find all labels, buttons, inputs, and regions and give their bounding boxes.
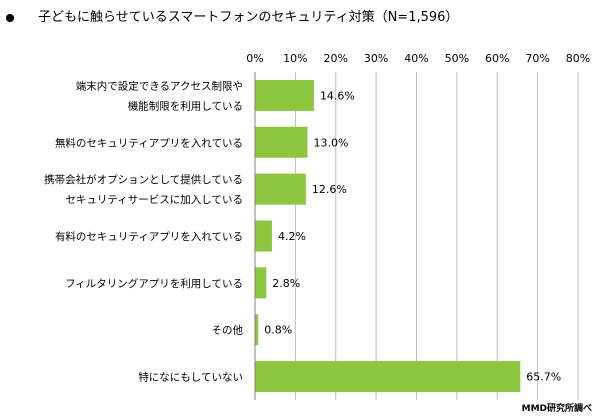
bar — [255, 314, 259, 346]
data-label: 4.2% — [278, 230, 306, 243]
page-title: 子どもに触らせているスマートフォンのセキュリティ対策（N=1,596） — [6, 6, 458, 25]
x-tick-label: 10% — [283, 52, 307, 65]
data-label: 2.8% — [272, 277, 300, 290]
category-label: 無料のセキュリティアプリを入れている — [55, 136, 243, 149]
source-credit: MMD研究所調べ — [521, 404, 592, 414]
x-tick-label: 50% — [445, 52, 469, 65]
category-label: その他 — [212, 324, 244, 337]
bullet-icon — [6, 13, 14, 22]
x-tick-label: 70% — [525, 52, 549, 65]
x-tick-label: 80% — [566, 52, 590, 65]
category-label: 有料のセキュリティアプリを入れている — [55, 230, 243, 243]
data-label: 65.7% — [526, 371, 561, 384]
data-label: 0.8% — [264, 324, 292, 337]
category-label: 特になにもしていない — [138, 372, 243, 384]
bar — [255, 267, 267, 299]
x-tick-label: 40% — [404, 52, 428, 65]
category-label: フィルタリングアプリを利用している — [65, 277, 243, 290]
x-tick-label: 60% — [485, 52, 509, 65]
category-label: 機能制限を利用している — [128, 99, 243, 112]
data-label: 14.6% — [320, 89, 355, 102]
data-label: 12.6% — [312, 183, 347, 196]
bar — [255, 126, 308, 158]
x-tick-label: 20% — [324, 52, 348, 65]
bar — [255, 79, 314, 111]
bar — [255, 361, 521, 393]
data-label: 13.0% — [313, 136, 348, 149]
x-tick-label: 0% — [246, 52, 263, 65]
bar — [255, 173, 306, 205]
category-label: 端末内で設定できるアクセス制限や — [76, 79, 243, 92]
category-label: 携帯会社がオプションとして提供している — [44, 173, 243, 186]
title-text: 子どもに触らせているスマートフォンのセキュリティ対策（N=1,596） — [38, 10, 459, 25]
category-label: セキュリティサービスに加入している — [65, 194, 243, 206]
bar — [255, 220, 272, 252]
x-tick-label: 30% — [364, 52, 388, 65]
